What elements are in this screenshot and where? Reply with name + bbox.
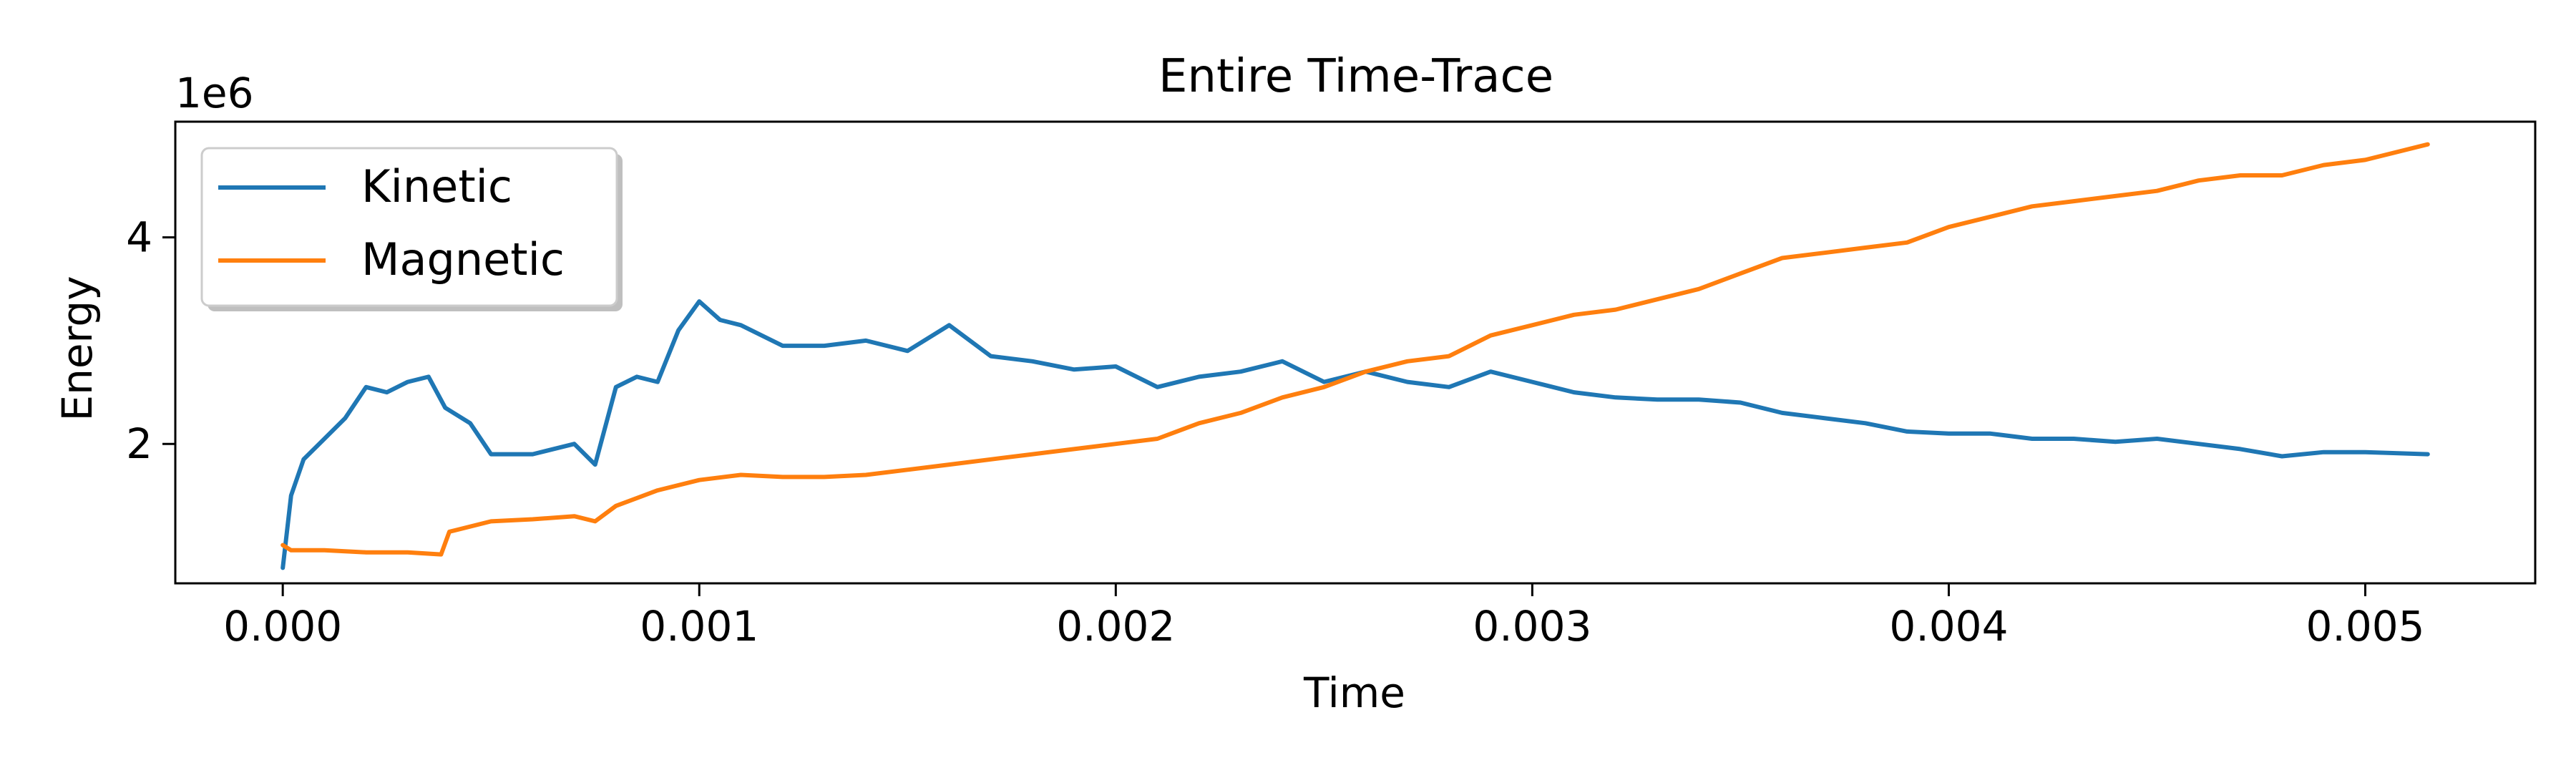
x-tick-label: 0.000 (223, 602, 342, 651)
legend-kinetic-label: Kinetic (361, 160, 512, 213)
y-tick-label: 4 (126, 213, 152, 262)
x-tick-label: 0.005 (2306, 602, 2424, 651)
plot-frame (174, 120, 2537, 585)
x-axis-label: Time (1303, 669, 1405, 717)
x-tick-label: 0.002 (1056, 602, 1175, 651)
y-tick-label: 2 (126, 419, 152, 468)
x-tick-label: 0.003 (1473, 602, 1591, 651)
series-line-magnetic (280, 142, 2430, 557)
series-line-kinetic (280, 299, 2430, 570)
axis-ticks: 0.000 0.001 0.002 0.003 0.004 0.005 2 4 (126, 213, 2424, 651)
chart-title: Entire Time-Trace (1158, 50, 1553, 103)
plot-lines (280, 142, 2430, 570)
x-tick-label: 0.004 (1889, 602, 2008, 651)
legend-magnetic-label: Magnetic (361, 233, 565, 286)
x-tick-label: 0.001 (640, 602, 758, 651)
y-offset-text: 1e6 (175, 69, 254, 117)
legend: Kinetic Magnetic (200, 147, 623, 311)
y-axis-label: Energy (53, 276, 102, 421)
